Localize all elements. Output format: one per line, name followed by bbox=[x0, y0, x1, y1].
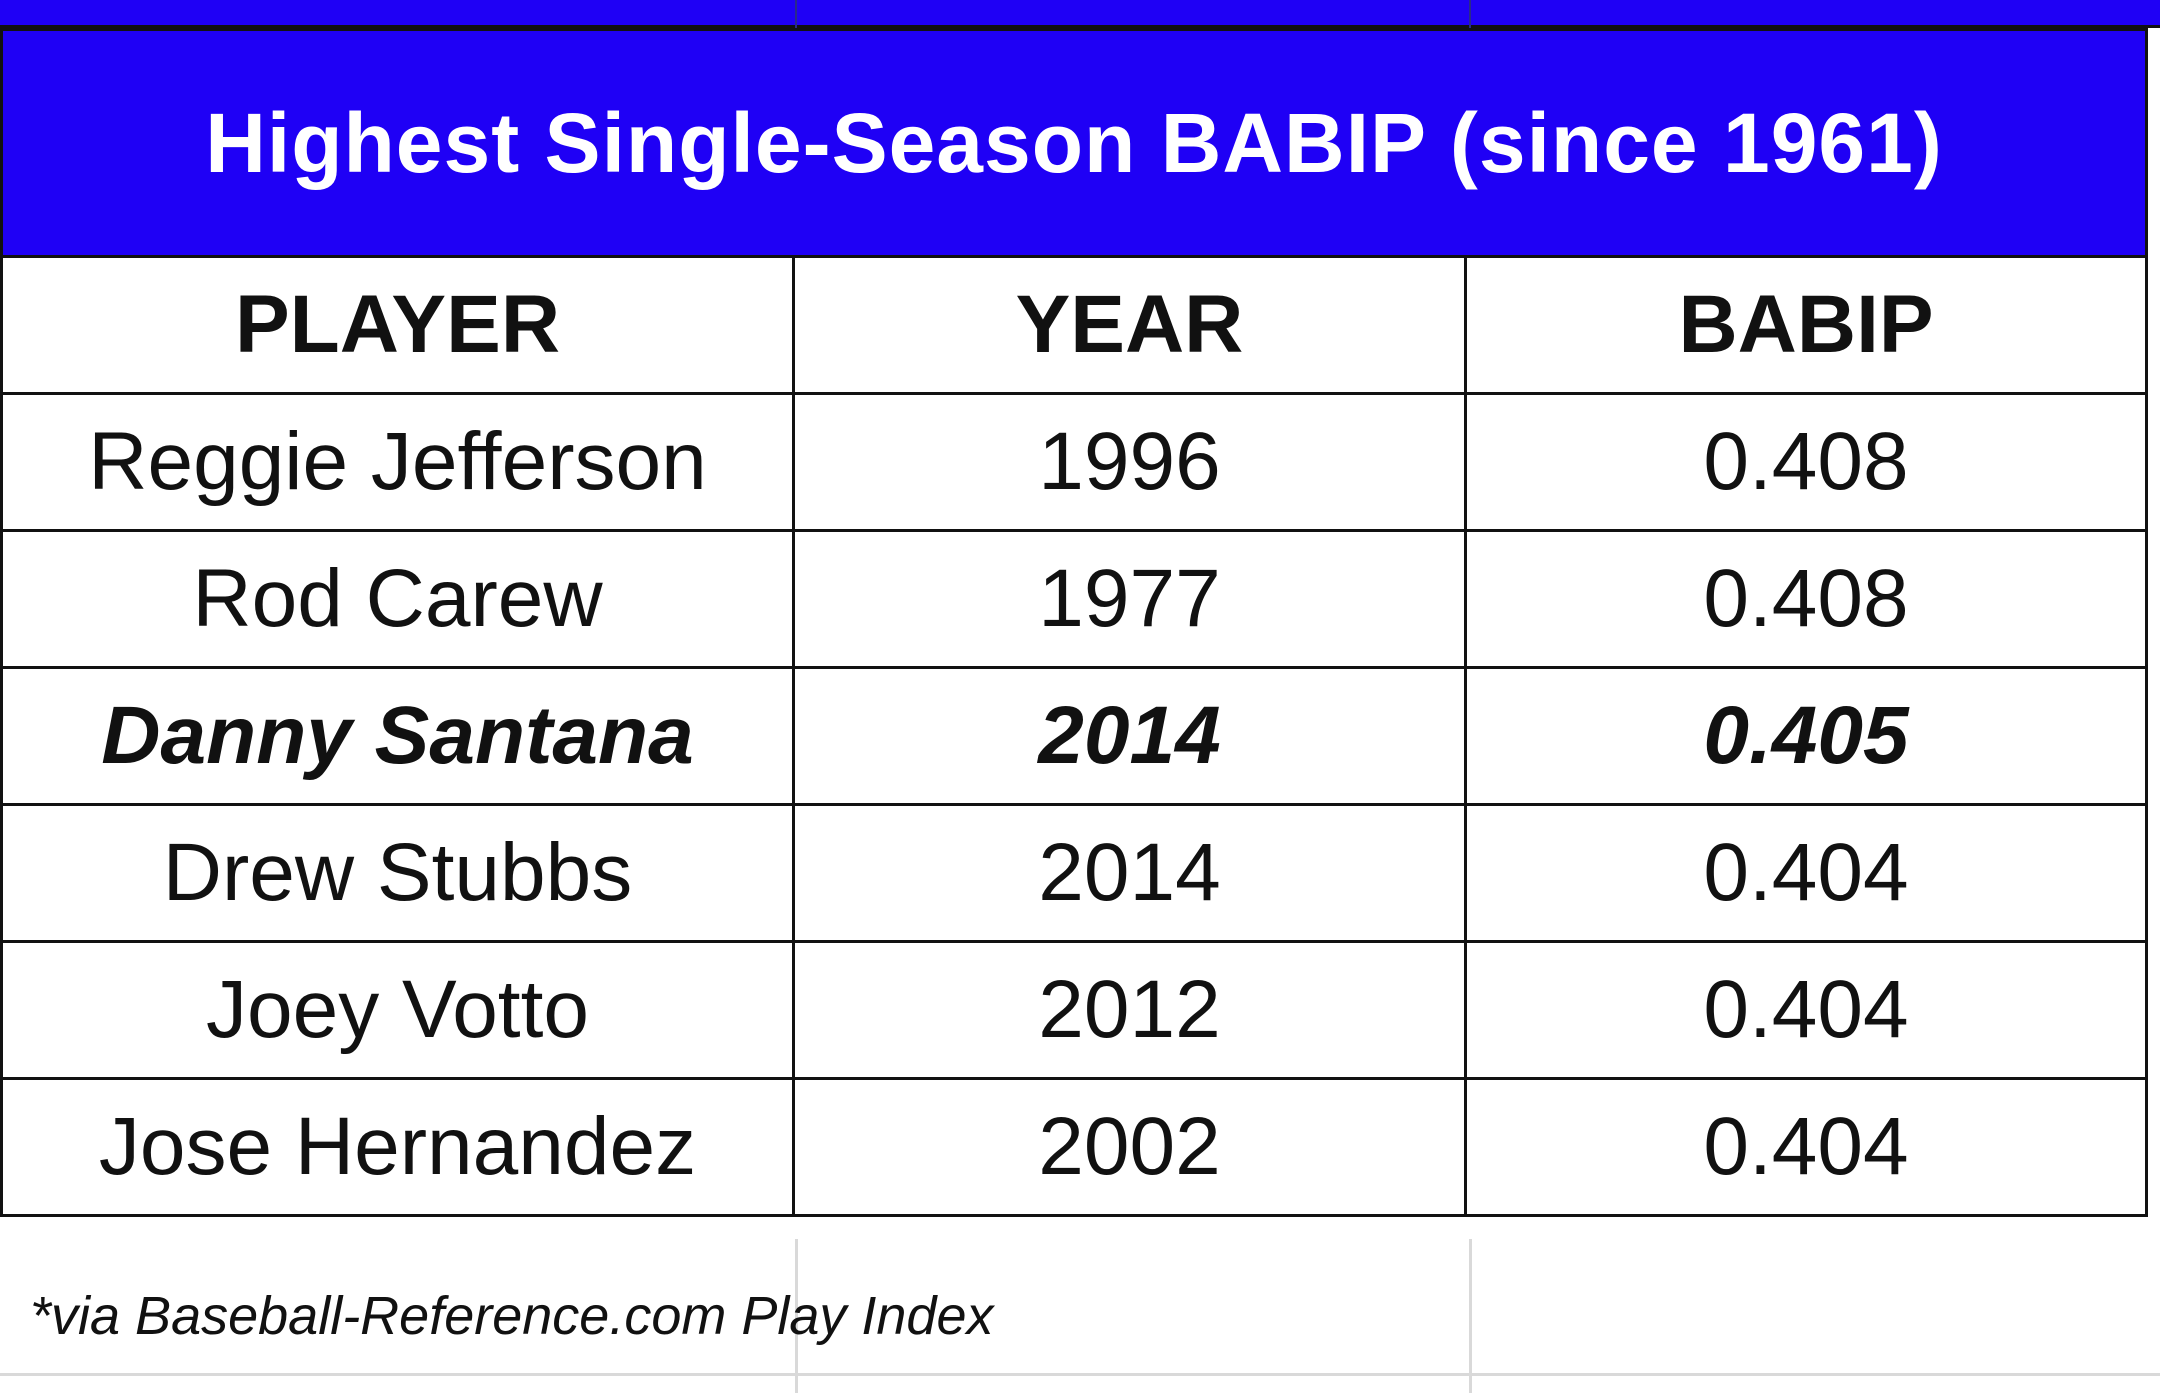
table-row: Joey Votto 2012 0.404 bbox=[0, 940, 2149, 1080]
babip-table: Highest Single-Season BABIP (since 1961)… bbox=[0, 28, 2149, 1217]
babip-cell[interactable]: 0.404 bbox=[1463, 1077, 2149, 1217]
column-header-babip[interactable]: BABIP bbox=[1463, 255, 2149, 395]
table-title[interactable]: Highest Single-Season BABIP (since 1961) bbox=[0, 28, 2149, 258]
table-row-highlighted: Danny Santana 2014 0.405 bbox=[0, 666, 2149, 806]
babip-cell[interactable]: 0.408 bbox=[1463, 392, 2149, 532]
spreadsheet-footer-area: *via Baseball-Reference.com Play Index bbox=[0, 1239, 2160, 1393]
title-row-top-edge bbox=[0, 0, 2160, 28]
year-cell[interactable]: 2014 bbox=[792, 666, 1467, 806]
gridline-vertical bbox=[1469, 1239, 1472, 1393]
source-footnote[interactable]: *via Baseball-Reference.com Play Index bbox=[30, 1286, 994, 1346]
year-cell[interactable]: 2002 bbox=[792, 1077, 1467, 1217]
table-row: Jose Hernandez 2002 0.404 bbox=[0, 1077, 2149, 1217]
babip-cell[interactable]: 0.404 bbox=[1463, 940, 2149, 1080]
player-cell[interactable]: Drew Stubbs bbox=[0, 803, 795, 943]
year-cell[interactable]: 1977 bbox=[792, 529, 1467, 669]
table-row: Drew Stubbs 2014 0.404 bbox=[0, 803, 2149, 943]
column-header-year[interactable]: YEAR bbox=[792, 255, 1467, 395]
year-cell[interactable]: 1996 bbox=[792, 392, 1467, 532]
babip-table-container: Highest Single-Season BABIP (since 1961)… bbox=[0, 28, 2149, 1217]
player-cell[interactable]: Reggie Jefferson bbox=[0, 392, 795, 532]
column-divider bbox=[1469, 0, 1471, 28]
player-cell[interactable]: Jose Hernandez bbox=[0, 1077, 795, 1217]
gridline-vertical bbox=[795, 1239, 798, 1393]
table-title-row: Highest Single-Season BABIP (since 1961) bbox=[0, 28, 2149, 258]
player-cell[interactable]: Joey Votto bbox=[0, 940, 795, 1080]
babip-cell[interactable]: 0.405 bbox=[1463, 666, 2149, 806]
column-divider bbox=[795, 0, 797, 28]
player-cell[interactable]: Rod Carew bbox=[0, 529, 795, 669]
year-cell[interactable]: 2012 bbox=[792, 940, 1467, 1080]
column-header-player[interactable]: PLAYER bbox=[0, 255, 795, 395]
table-row: Rod Carew 1977 0.408 bbox=[0, 529, 2149, 669]
babip-cell[interactable]: 0.408 bbox=[1463, 529, 2149, 669]
player-cell[interactable]: Danny Santana bbox=[0, 666, 795, 806]
table-row: Reggie Jefferson 1996 0.408 bbox=[0, 392, 2149, 532]
gridline-horizontal bbox=[0, 1373, 2160, 1376]
babip-cell[interactable]: 0.404 bbox=[1463, 803, 2149, 943]
table-header-row: PLAYER YEAR BABIP bbox=[0, 255, 2149, 395]
year-cell[interactable]: 2014 bbox=[792, 803, 1467, 943]
